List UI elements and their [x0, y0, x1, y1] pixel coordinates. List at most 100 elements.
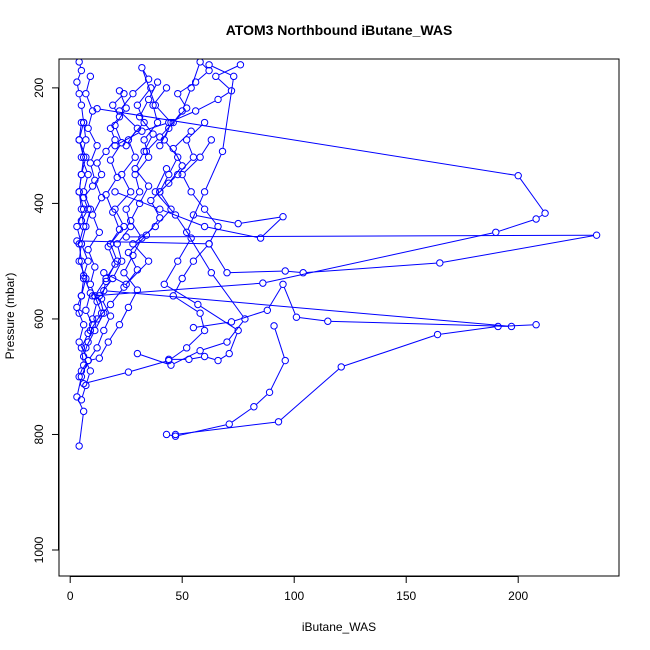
data-point	[131, 153, 139, 161]
series-segment	[109, 249, 115, 261]
data-point	[218, 147, 227, 156]
series-segment	[443, 235, 594, 263]
data-point	[82, 136, 90, 144]
y-axis: 200 400 600 800 1000	[32, 78, 59, 563]
series-segment	[107, 142, 114, 149]
series-segment	[114, 95, 122, 104]
series-segment	[195, 246, 208, 259]
data-point	[227, 87, 236, 95]
series-segment	[177, 217, 190, 236]
data-point	[196, 309, 204, 317]
series-segment	[299, 317, 325, 322]
series-segment	[200, 316, 205, 328]
series-segment	[200, 305, 236, 330]
series-segment	[145, 123, 166, 131]
series-segment	[111, 145, 121, 158]
data-point	[142, 147, 151, 156]
x-tick-label: 150	[396, 589, 416, 603]
data-point	[174, 153, 182, 161]
data-point	[77, 292, 86, 300]
data-point	[200, 222, 209, 231]
data-point	[436, 259, 444, 267]
series-12	[111, 188, 287, 242]
data-point	[77, 101, 86, 109]
series-segment	[90, 270, 95, 282]
data-point	[122, 141, 130, 150]
data-point	[79, 352, 88, 361]
data-point	[75, 59, 83, 66]
data-point	[299, 269, 307, 277]
series-segment	[106, 273, 124, 284]
data-point	[212, 72, 220, 81]
series-segment	[210, 229, 217, 241]
series-segment	[178, 424, 226, 436]
series-segment	[80, 240, 206, 245]
series-segment	[153, 185, 167, 199]
series-segment	[114, 107, 119, 114]
series-segment	[196, 215, 235, 224]
series-segment	[140, 354, 168, 365]
series-segment	[79, 143, 84, 154]
series-segment	[125, 272, 136, 285]
data-point	[93, 344, 101, 352]
series-segment	[306, 262, 437, 273]
series-segment	[134, 240, 141, 253]
data-point	[79, 188, 88, 196]
series-segment	[81, 160, 84, 172]
series-14	[100, 118, 209, 288]
data-point	[75, 442, 83, 450]
series-segment	[81, 281, 86, 293]
series-segment	[115, 128, 121, 140]
data-point	[169, 292, 177, 300]
series-segment	[81, 351, 84, 362]
data-point	[100, 326, 108, 335]
series-segment	[79, 368, 83, 374]
data-point	[194, 300, 202, 309]
data-point	[214, 95, 222, 104]
data-point	[165, 179, 173, 187]
data-point	[111, 188, 119, 196]
series-segment	[90, 166, 95, 178]
series-segment	[79, 327, 84, 339]
data-point	[174, 89, 182, 98]
y-tick-label: 400	[32, 193, 46, 213]
data-point	[241, 315, 249, 323]
series-segment	[220, 92, 229, 98]
data-point	[140, 136, 148, 144]
series-segment	[127, 194, 138, 207]
data-point	[263, 306, 272, 314]
data-point	[79, 118, 88, 127]
data-point	[79, 321, 88, 329]
data-point	[97, 309, 106, 317]
data-point	[120, 89, 128, 98]
data-point	[205, 61, 213, 69]
y-axis-label: Pressure (mbar)	[3, 273, 17, 360]
data-point	[281, 356, 289, 365]
data-point	[196, 153, 204, 161]
data-point	[133, 349, 142, 358]
data-point	[118, 257, 126, 265]
data-point	[162, 430, 171, 439]
data-point	[84, 124, 92, 133]
series-segment	[161, 194, 170, 207]
series-6	[79, 136, 222, 388]
data-point	[133, 266, 142, 274]
data-point	[135, 113, 144, 121]
series-segment	[230, 333, 238, 351]
data-point	[433, 330, 442, 339]
data-point	[113, 257, 121, 265]
series-segment	[188, 332, 203, 346]
data-point	[120, 283, 128, 291]
data-point	[77, 170, 86, 179]
data-point	[225, 420, 233, 428]
series-segment	[188, 124, 203, 138]
series-segment	[84, 200, 88, 207]
series-segment	[100, 108, 515, 176]
series-segment	[81, 229, 86, 241]
series-segment	[145, 136, 152, 149]
series-segment	[202, 63, 207, 69]
data-point	[88, 315, 97, 323]
data-point	[144, 95, 153, 104]
data-point	[153, 78, 162, 86]
